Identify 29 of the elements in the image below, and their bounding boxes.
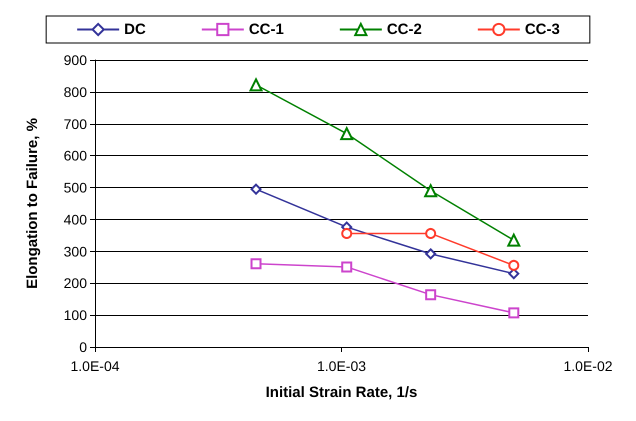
point (507, 234, 520, 247)
point (508, 260, 520, 271)
y-tick-label: 200 (64, 275, 88, 292)
point (341, 261, 352, 272)
point (424, 184, 438, 198)
y-tick-label: 500 (64, 180, 88, 196)
y-axis-title: Elongation to Failure, % (24, 118, 41, 289)
y-tick-label: 700 (64, 116, 88, 132)
point (425, 228, 436, 239)
point (425, 289, 436, 300)
y-tick-label: 0 (79, 339, 88, 355)
x-tick-label: 1.0E-04 (70, 358, 120, 374)
legend-label: CC-1 (248, 21, 284, 38)
y-tick-label: 400 (64, 211, 88, 228)
x-tick-label: 1.0E-03 (316, 358, 366, 374)
point (340, 127, 354, 140)
x-tick-label: 1.0E-02 (563, 358, 613, 374)
point (425, 248, 436, 260)
y-tick-label: 800 (64, 84, 88, 100)
x-axis-title: Initial Strain Rate, 1/s (266, 384, 418, 401)
y-tick-label: 900 (64, 52, 88, 68)
y-tick-label: 300 (64, 243, 88, 260)
legend-label: DC (124, 21, 146, 38)
legend-label: CC-2 (386, 21, 422, 38)
y-tick-label: 100 (64, 307, 88, 324)
point (341, 228, 352, 239)
point (508, 307, 520, 318)
legend-label: CC-3 (524, 21, 560, 38)
y-tick-label: 600 (64, 148, 88, 164)
